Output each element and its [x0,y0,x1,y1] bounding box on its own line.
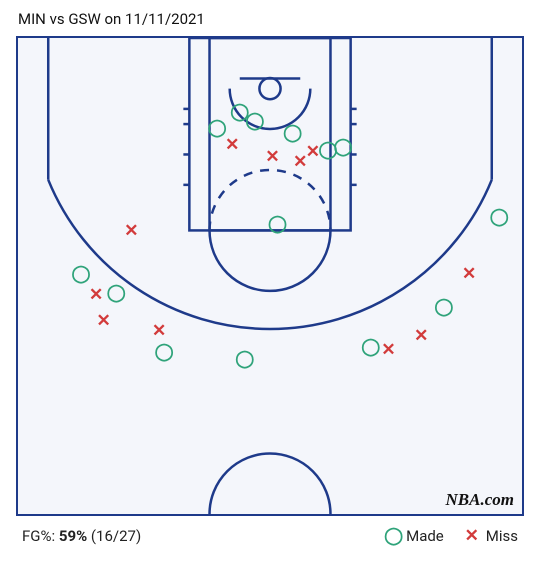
court-lines [18,38,522,514]
miss-icon: ✕ [464,526,480,546]
legend-made-label: Made [406,527,444,545]
chart-title: MIN vs GSW on 11/11/2021 [18,10,524,28]
legend-made: ◯ Made [384,526,444,546]
legend-miss: ✕ Miss [464,526,518,546]
legend-miss-label: Miss [486,527,518,545]
fg-label: FG%: [22,527,55,545]
fg-summary: FG%: 59% (16/27) [22,527,141,545]
fg-counts: (16/27) [91,527,141,545]
legend: ◯ Made ✕ Miss [384,526,518,546]
court-area: ◯◯◯◯◯◯◯◯◯◯◯◯◯◯✕✕✕✕✕✕✕✕✕✕✕ NBA.com [16,36,524,516]
made-icon: ◯ [384,526,400,546]
fg-pct: 59% [59,527,87,545]
chart-footer: FG%: 59% (16/27) ◯ Made ✕ Miss [16,526,524,546]
attribution-text: NBA.com [446,490,514,510]
